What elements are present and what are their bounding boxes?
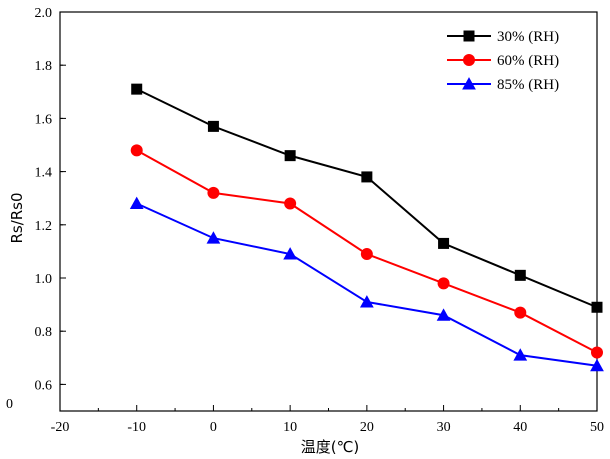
x-tick-label: 30 bbox=[437, 420, 451, 435]
y-axis-label: Rs/Rs0 bbox=[8, 192, 26, 243]
series-group bbox=[129, 83, 604, 372]
x-tick-label: 10 bbox=[283, 420, 297, 435]
x-tick-label: -20 bbox=[51, 420, 70, 435]
data-point-triangle bbox=[590, 358, 604, 372]
y-tick-label: 1.8 bbox=[35, 59, 53, 74]
data-point-triangle bbox=[206, 231, 221, 244]
axes: -20 -10 0 10 20 30 40 50 0.6 0.8 1.0 1.2 1.4 1.6 1.8 2.… bbox=[35, 6, 605, 435]
stray-zero-label: 0 bbox=[6, 397, 13, 412]
y-tick-label: 1.2 bbox=[35, 219, 53, 234]
y-tick-label: 1.6 bbox=[35, 112, 53, 127]
data-point-triangle bbox=[462, 77, 476, 90]
data-point-circle bbox=[437, 277, 450, 290]
data-point-triangle bbox=[513, 348, 528, 361]
series-line bbox=[136, 202, 598, 367]
data-point-triangle bbox=[283, 247, 298, 260]
x-tick-label: 20 bbox=[360, 420, 374, 435]
legend-entry: 60% (RH) bbox=[447, 53, 559, 69]
legend-label: 30% (RH) bbox=[497, 29, 559, 45]
x-tick-label: 40 bbox=[513, 420, 527, 435]
data-point-circle bbox=[360, 248, 373, 261]
legend-label: 85% (RH) bbox=[497, 77, 559, 93]
series bbox=[131, 83, 603, 313]
series bbox=[130, 144, 603, 359]
data-point-square bbox=[514, 269, 526, 281]
y-tick-label: 2.0 bbox=[35, 6, 53, 21]
legend-entry: 85% (RH) bbox=[447, 77, 559, 93]
series-line bbox=[136, 88, 598, 309]
plot-frame bbox=[59, 11, 598, 412]
legend: 30% (RH) 60% (RH) 85% (RH) bbox=[447, 29, 559, 93]
data-point-circle bbox=[514, 306, 527, 319]
data-point-square bbox=[438, 237, 450, 249]
data-point-square bbox=[284, 150, 296, 162]
data-point-circle bbox=[591, 346, 603, 359]
data-point-circle bbox=[207, 186, 220, 199]
legend-label: 60% (RH) bbox=[497, 53, 559, 69]
x-tick-label: 0 bbox=[210, 420, 217, 435]
data-point-circle bbox=[284, 197, 297, 210]
y-tick-label: 0.6 bbox=[35, 378, 53, 393]
data-point-triangle bbox=[359, 295, 374, 308]
series bbox=[129, 196, 604, 372]
data-point-square bbox=[463, 30, 475, 42]
data-point-square bbox=[361, 171, 373, 183]
y-tick-label: 1.0 bbox=[35, 272, 53, 287]
data-point-square bbox=[591, 301, 603, 313]
y-tick-label: 0.8 bbox=[35, 325, 53, 340]
data-point-square bbox=[207, 120, 219, 132]
data-point-circle bbox=[130, 144, 143, 157]
data-point-triangle bbox=[129, 196, 144, 210]
data-point-triangle bbox=[436, 308, 451, 321]
y-tick-label: 1.4 bbox=[35, 166, 53, 181]
legend-entry: 30% (RH) bbox=[447, 29, 559, 45]
x-tick-label: -10 bbox=[127, 420, 146, 435]
data-point-circle bbox=[463, 54, 475, 66]
x-tick-label: 50 bbox=[590, 420, 604, 435]
x-axis-label: 温度(℃) bbox=[301, 438, 360, 456]
data-point-square bbox=[131, 83, 143, 95]
